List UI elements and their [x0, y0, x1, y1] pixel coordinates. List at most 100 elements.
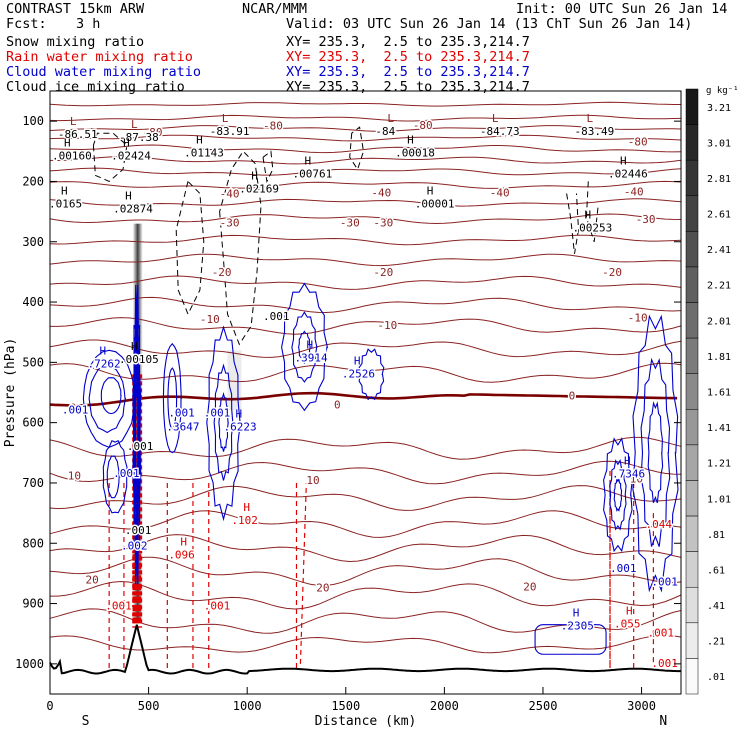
extremum-marker: H: [620, 154, 627, 167]
extremum-marker: L: [222, 112, 229, 125]
plot-frame: [49, 90, 682, 695]
terrain-line: [49, 624, 681, 675]
cloud-ice-contour: [262, 150, 274, 184]
isotherm-line: [49, 134, 682, 142]
extremum-value: -84.73: [480, 125, 520, 138]
contour-small-label: .001: [105, 600, 131, 613]
y-tick-label: 900: [22, 597, 44, 611]
cloud-ice-contour: [92, 132, 128, 182]
isotherm-label: -20: [212, 266, 232, 279]
extremum-value: .00105: [119, 353, 159, 366]
colorbar-swatch: [685, 444, 699, 481]
extremum-marker: L: [587, 112, 594, 125]
contour-small-label: .001: [127, 440, 154, 453]
cloud-water-contour: [162, 342, 182, 454]
colorbar-swatch: [685, 622, 699, 659]
isotherm-label: -10: [377, 319, 397, 332]
cloud-ice-contour: [175, 181, 205, 316]
isotherm-line: [49, 510, 682, 538]
isotherm-label: 10: [306, 474, 319, 487]
legend-cloud-water: Cloud water mixing ratio: [6, 64, 202, 80]
isotherm-label: 0: [70, 402, 77, 415]
extremum-marker: H: [585, 209, 592, 222]
isotherm-line: [49, 125, 682, 132]
extremum-marker: H: [624, 455, 631, 468]
isotherm-line: [49, 634, 682, 654]
isotherm-label: -10: [200, 313, 220, 326]
isotherm-line: [49, 180, 682, 189]
cloud-water-contour: [613, 477, 623, 512]
colorbar-swatch: [685, 658, 699, 695]
cloud-water-contour: [640, 357, 671, 547]
isotherm-line: [49, 167, 682, 176]
extremum-value: -83.91: [210, 125, 250, 138]
cloud-column-contour: [134, 382, 139, 487]
extremum-value: .7346: [612, 468, 645, 481]
isotherm-line: [50, 580, 682, 610]
isotherm-label: -30: [220, 216, 240, 229]
legend-rain: Rain water mixing ratio: [6, 49, 193, 65]
y-tick-label: 500: [22, 355, 44, 369]
extremum-value: .096: [168, 549, 195, 562]
cloud-water-contour: [82, 349, 136, 448]
isotherm-label: -80: [628, 136, 648, 149]
colorbar-label: .01: [707, 672, 725, 683]
cloud-water-contour: [106, 455, 120, 499]
x-tick-label: 0: [46, 699, 53, 713]
valid-time: Valid: 03 UTC Sun 26 Jan 14 (13 ChT Sun …: [286, 16, 693, 32]
extremum-value: .00001: [415, 198, 455, 211]
extremum-marker: H: [573, 607, 580, 620]
extremum-value: .2526: [342, 368, 375, 381]
extremum-marker: H: [131, 340, 138, 353]
extremum-marker: H: [64, 136, 71, 149]
contour-small-label: .001: [204, 407, 231, 420]
extremum-value: .02169: [239, 182, 279, 195]
colorbar-label: 2.41: [707, 245, 731, 256]
colorbar-swatch: [685, 195, 699, 232]
extremum-value: .00253: [573, 222, 613, 235]
contour-small-label: .001: [113, 467, 140, 480]
colorbar-label: 2.81: [707, 174, 731, 185]
isotherm-line: [49, 198, 682, 207]
extremum-marker: H: [243, 501, 250, 514]
y-tick-label: 100: [22, 114, 44, 128]
colorbar-label: 2.61: [707, 210, 731, 221]
x-tick-label: 2500: [529, 699, 558, 713]
y-tick-label: 600: [22, 416, 44, 430]
colorbar-label: .61: [707, 565, 725, 576]
extremum-value: .02446: [608, 167, 648, 180]
isotherm-label: 10: [68, 470, 81, 483]
cloud-water-contour: [88, 364, 127, 434]
colorbar-swatch: [685, 586, 699, 624]
x-tick-label: 2000: [430, 699, 459, 713]
south-label: S: [82, 714, 90, 729]
extremum-value: .6223: [224, 421, 257, 434]
colorbar-label: 1.21: [707, 459, 731, 470]
cloud-water-contour: [102, 439, 128, 514]
colorbar-label: 3.01: [707, 138, 731, 149]
isotherm-line: [49, 144, 682, 154]
y-tick-label: 1000: [15, 657, 44, 671]
x-tick-label: 500: [138, 699, 160, 713]
isotherm-line: [49, 213, 682, 225]
isotherm-label: 0: [569, 390, 576, 403]
extremum-marker: L: [131, 118, 138, 131]
cloud-ice-contour: [566, 193, 580, 254]
isotherm-label: -30: [340, 216, 360, 229]
colorbar-swatch: [685, 302, 699, 339]
colorbar-label: 1.61: [707, 388, 731, 399]
isotherm-line: [50, 317, 682, 335]
extremum-marker: H: [196, 133, 203, 146]
extremum-marker: H: [305, 154, 312, 167]
contour-small-label: .001: [610, 562, 637, 575]
extremum-marker: H: [61, 185, 68, 198]
isotherm-line: [49, 156, 682, 165]
colorbar-swatch: [685, 231, 699, 268]
isotherm-line: [49, 460, 682, 485]
freezing-level-line: [49, 391, 678, 407]
extremum-marker: H: [236, 408, 243, 421]
colorbar-label: .21: [707, 637, 725, 648]
x-tick-label: 3000: [627, 699, 656, 713]
extremum-marker: H: [626, 604, 633, 617]
isotherm-label: 0: [334, 399, 341, 412]
